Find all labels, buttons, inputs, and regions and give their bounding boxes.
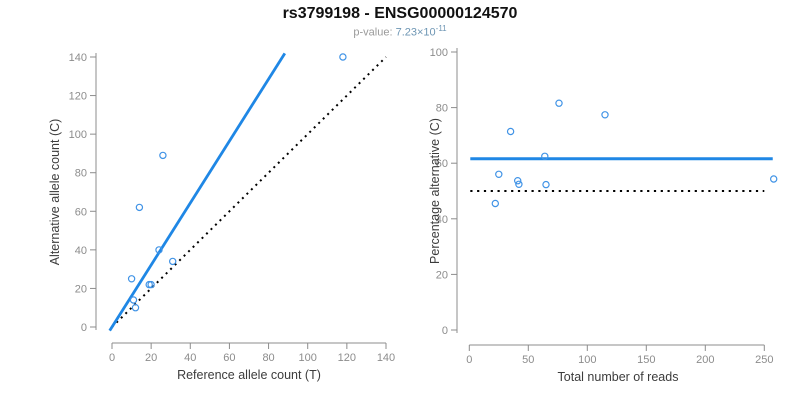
right-plot-y-tick-label: 0 <box>442 325 448 337</box>
pvalue-label: p-value: <box>353 26 393 39</box>
right-plot-data-point <box>541 152 549 160</box>
left-plot-data-point <box>131 304 140 312</box>
left-plot-y-tick-label: 100 <box>69 129 87 141</box>
left-plot-x-tick-label: 120 <box>338 352 356 364</box>
left-plot-data-point <box>155 246 163 254</box>
left-plot-y-tick-label: 0 <box>81 322 87 334</box>
left-plot-data-point <box>135 203 144 212</box>
right-plot-y-tick-label: 40 <box>436 214 448 226</box>
left-plot-x-tick-label: 20 <box>145 352 157 364</box>
left-plot-regression-line <box>108 52 286 332</box>
left-plot-x-tick-label: 80 <box>262 352 274 364</box>
pvalue-subtitle: p-value: 7.23×10-11 <box>0 24 800 39</box>
right-plot-x-tick-label: 0 <box>466 354 472 366</box>
left-plot-data-point <box>147 280 155 289</box>
left-plot-y-tick-label: 60 <box>75 206 87 218</box>
right-plot-y-tick-label: 80 <box>436 103 448 115</box>
left-plot-data-point <box>168 257 177 266</box>
left-plot-x-axis-title: Reference allele count (T) <box>177 368 321 382</box>
left-plot-y-tick-label: 140 <box>69 52 87 64</box>
right-plot-data-point <box>542 180 550 189</box>
left-plot-y-axis-title: Alternative allele count (C) <box>48 119 62 266</box>
right-plot-data-point <box>491 199 499 208</box>
pvalue-exponent: -11 <box>435 24 447 33</box>
right-plot-data-point <box>601 111 609 119</box>
left-plot-y-tick-label: 120 <box>69 91 87 103</box>
left-plot-x-tick-label: 40 <box>184 352 196 364</box>
left-plot-data-point <box>129 296 138 304</box>
left-plot-x-tick-label: 100 <box>299 352 317 364</box>
left-plot-y-tick-label: 40 <box>75 245 87 257</box>
left-plot-identity-dotted-line <box>111 56 387 328</box>
right-plot-x-tick-label: 200 <box>696 354 714 366</box>
right-plot-data-point <box>506 127 515 136</box>
right-plot-y-tick-label: 20 <box>436 269 448 281</box>
right-plot-y-tick-label: 100 <box>430 47 448 59</box>
left-plot-y-tick-label: 80 <box>75 168 87 180</box>
left-plot-data-point <box>339 53 347 61</box>
left-plot-y-tick-label: 20 <box>75 283 87 295</box>
right-plot-x-tick-label: 50 <box>522 354 534 366</box>
left-plot-x-tick-label: 0 <box>109 352 115 364</box>
right-plot-data-point <box>555 99 563 107</box>
left-plot-data-point <box>127 275 136 283</box>
left-plot-x-tick-label: 140 <box>377 352 395 364</box>
right-plot-x-tick-label: 100 <box>578 354 596 366</box>
right-plot-x-tick-label: 250 <box>755 354 773 366</box>
right-plot-data-point <box>770 175 778 183</box>
right-plot-x-axis-title: Total number of reads <box>558 370 679 384</box>
right-plot-data-point <box>514 176 522 185</box>
left-plot-x-tick-label: 60 <box>223 352 235 364</box>
right-plot-y-axis-title: Percentage alternative (C) <box>428 118 442 264</box>
right-plot-y-tick-label: 60 <box>436 158 448 170</box>
pvalue-value: 7.23×10 <box>395 26 436 39</box>
right-plot-x-tick-label: 150 <box>637 354 655 366</box>
right-plot-data-point <box>515 180 523 188</box>
left-plot-data-point <box>159 151 167 160</box>
figure-title: rs3799198 - ENSG00000124570 <box>282 5 518 22</box>
right-plot-data-point <box>495 170 503 178</box>
